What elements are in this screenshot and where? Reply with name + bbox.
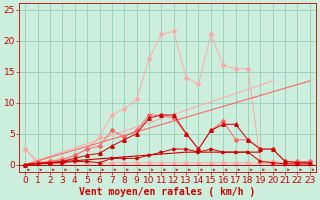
X-axis label: Vent moyen/en rafales ( km/h ): Vent moyen/en rafales ( km/h ) xyxy=(79,187,256,197)
